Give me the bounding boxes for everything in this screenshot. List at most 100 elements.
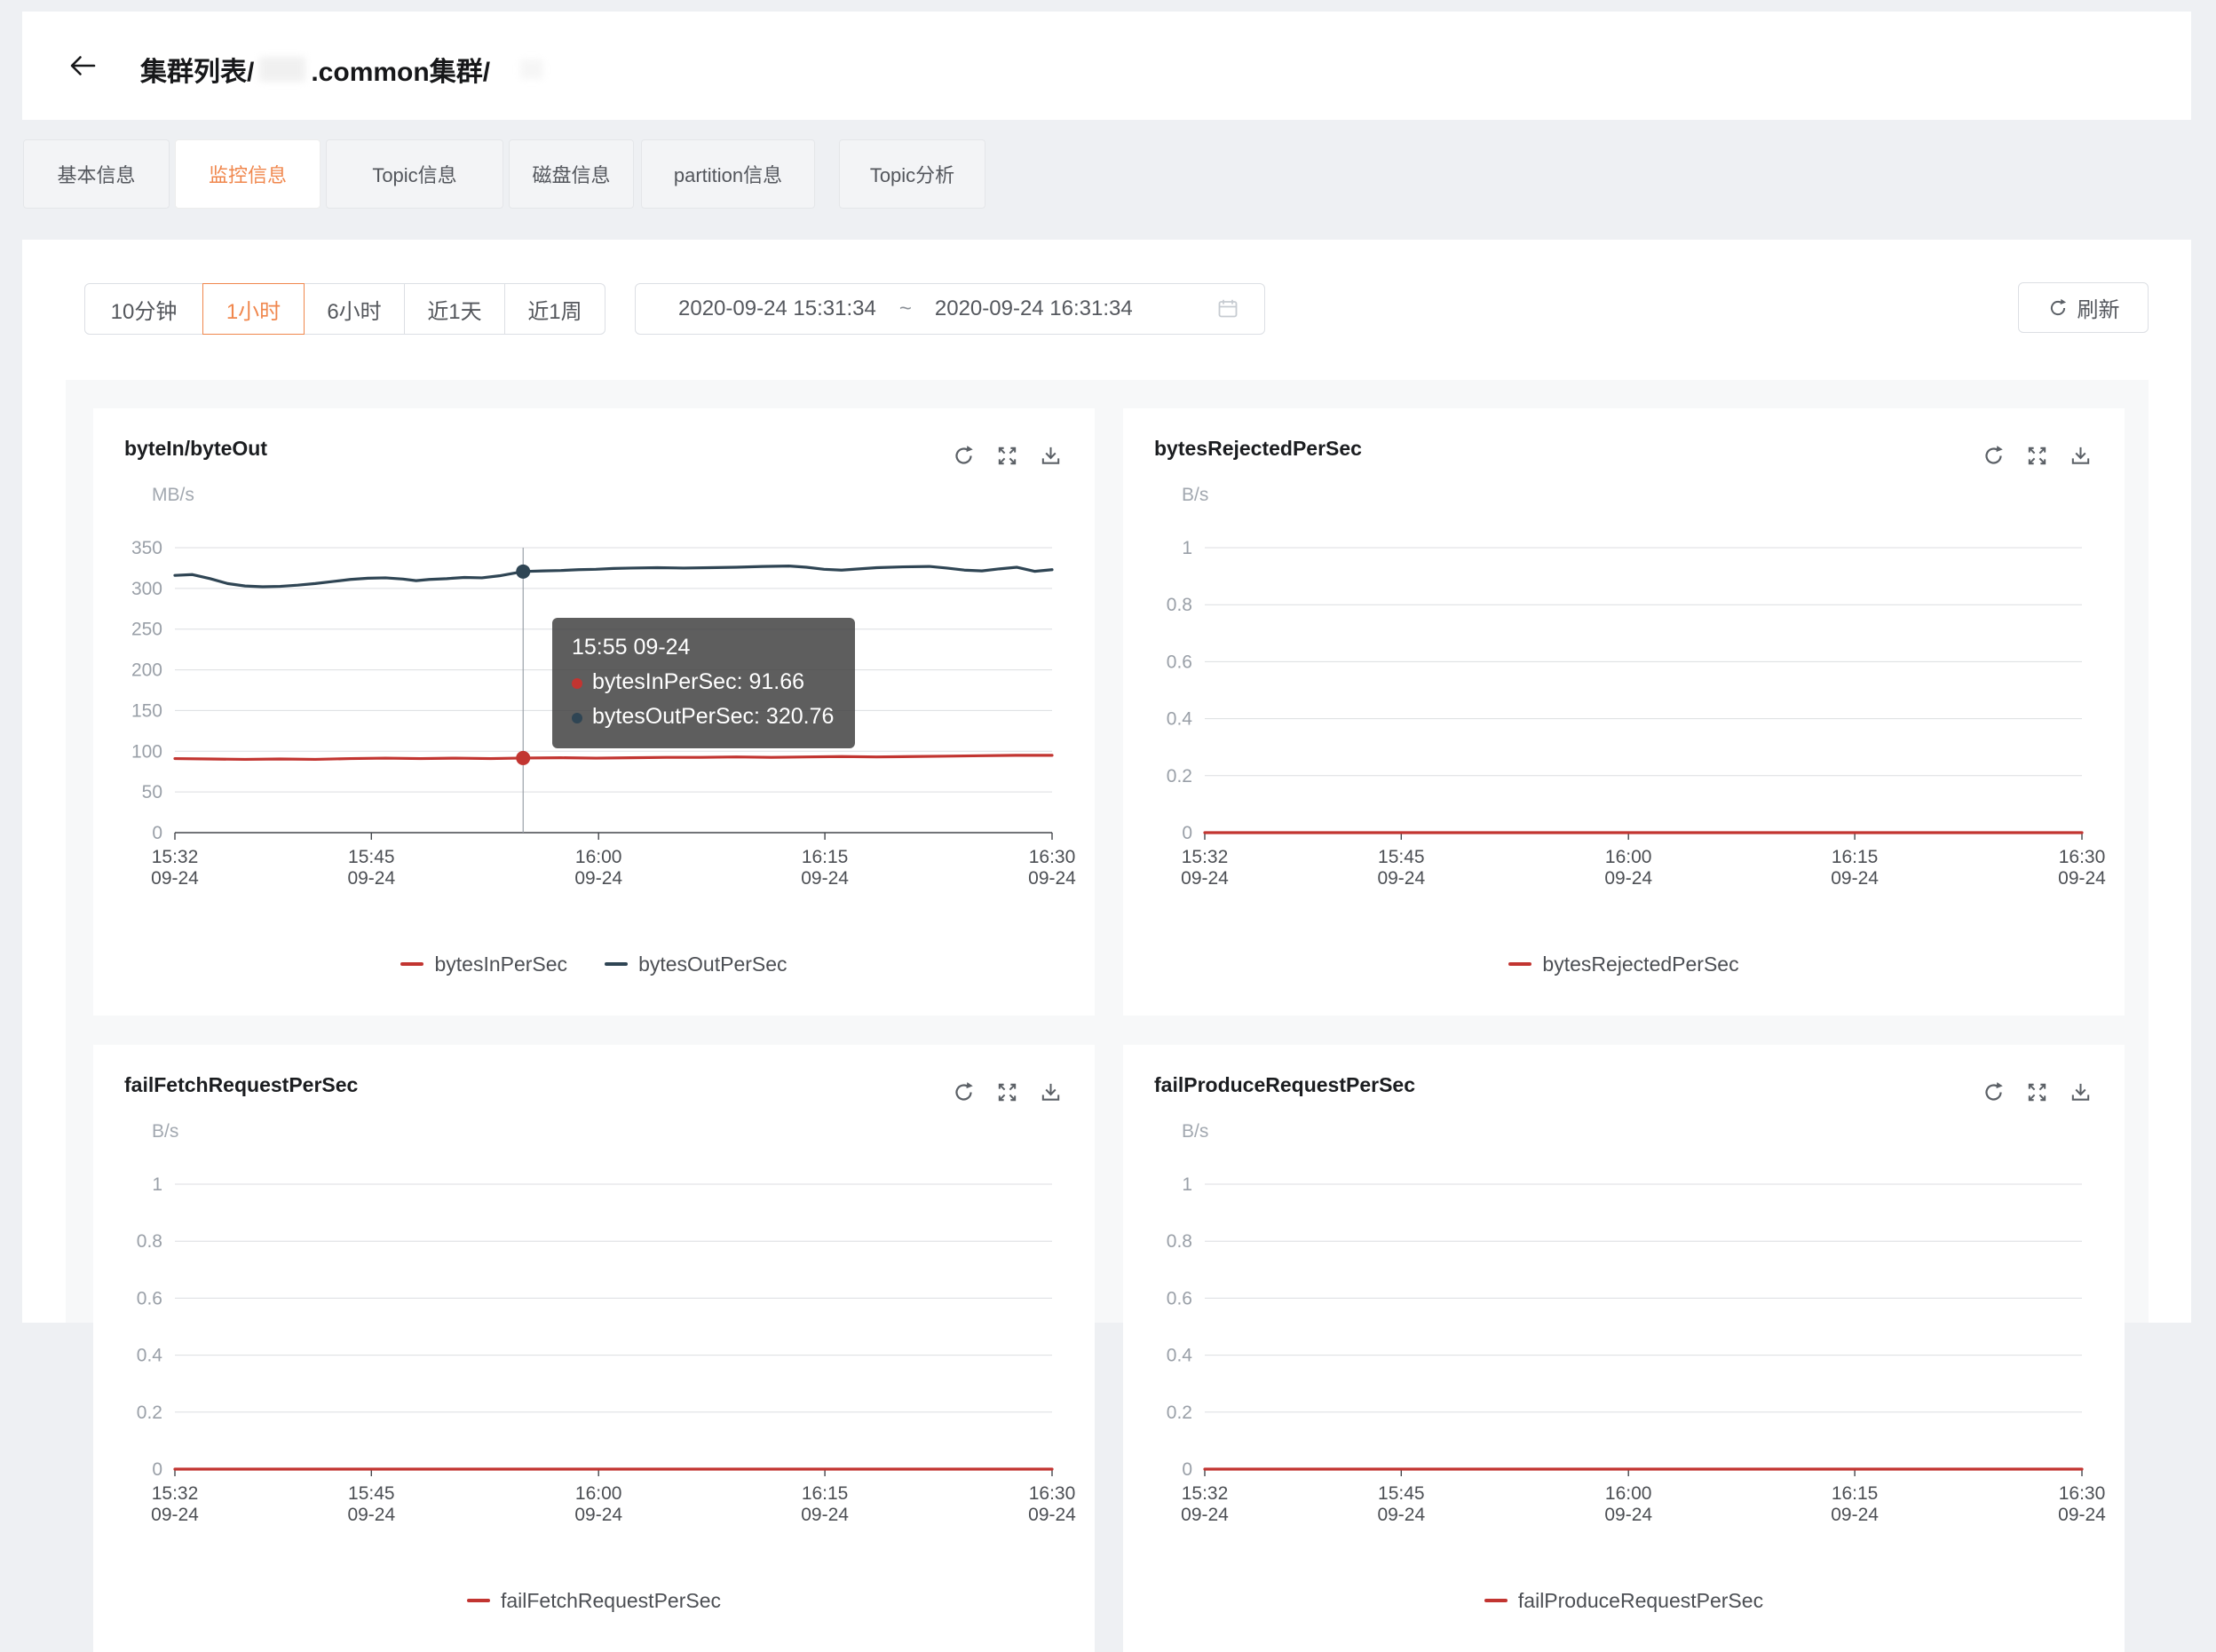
tooltip-row: bytesOutPerSec: 320.76 <box>572 700 834 734</box>
tab-Topic信息[interactable]: Topic信息 <box>326 139 503 209</box>
svg-text:09-24: 09-24 <box>801 868 849 889</box>
legend-item-bytesInPerSec[interactable]: bytesInPerSec <box>400 952 567 976</box>
time-range-button-group: 10分钟 1小时 6小时 近1天 近1周 <box>84 283 605 335</box>
svg-text:16:00: 16:00 <box>575 1483 622 1504</box>
legend-marker <box>1508 962 1532 966</box>
svg-text:1: 1 <box>1182 1174 1192 1195</box>
calendar-icon <box>1216 297 1239 320</box>
tooltip-row: bytesInPerSec: 91.66 <box>572 665 834 700</box>
series-line-bytesOutPerSec <box>173 565 1054 589</box>
svg-text:09-24: 09-24 <box>574 1505 622 1525</box>
legend-item-bytesOutPerSec[interactable]: bytesOutPerSec <box>605 952 787 976</box>
chart-download-icon[interactable] <box>2069 444 2093 468</box>
chart-card-byteIn/byteOut: byteIn/byteOut MB/s 350 300 250 200 150 100 50 0 1… <box>93 408 1095 1016</box>
svg-text:15:32: 15:32 <box>1182 1483 1229 1504</box>
chart-refresh-icon[interactable] <box>952 444 976 468</box>
range-button-近1周[interactable]: 近1周 <box>504 283 605 335</box>
svg-text:16:00: 16:00 <box>1605 847 1652 867</box>
svg-text:0.8: 0.8 <box>137 1231 162 1252</box>
svg-text:350: 350 <box>131 538 162 558</box>
range-button-1小时[interactable]: 1小时 <box>202 283 305 335</box>
svg-text:200: 200 <box>131 660 162 681</box>
tab-磁盘信息[interactable]: 磁盘信息 <box>509 139 634 209</box>
svg-text:15:45: 15:45 <box>348 847 395 867</box>
svg-text:16:30: 16:30 <box>2059 847 2106 867</box>
redacted-text <box>259 57 306 82</box>
chart-title: failFetchRequestPerSec <box>124 1073 359 1096</box>
chart-fullscreen-icon[interactable] <box>2025 1080 2049 1104</box>
svg-text:0.2: 0.2 <box>1167 766 1192 786</box>
chart-refresh-icon[interactable] <box>1982 444 2006 468</box>
chart-fullscreen-icon[interactable] <box>995 444 1019 468</box>
breadcrumb: 集群列表/ .common集群/ <box>140 51 544 87</box>
range-button-6小时[interactable]: 6小时 <box>304 283 405 335</box>
tab-基本信息[interactable]: 基本信息 <box>23 139 170 209</box>
svg-text:0.6: 0.6 <box>1167 652 1192 672</box>
chart-refresh-icon[interactable] <box>952 1080 976 1104</box>
svg-text:09-24: 09-24 <box>1831 1505 1879 1525</box>
legend-item-failProduceRequestPerSec[interactable]: failProduceRequestPerSec <box>1484 1589 1763 1613</box>
tooltip-series-text: bytesOutPerSec: 320.76 <box>592 704 835 729</box>
chart-title: byteIn/byteOut <box>124 437 268 460</box>
tab-partition信息[interactable]: partition信息 <box>641 139 815 209</box>
svg-text:09-24: 09-24 <box>2058 1505 2106 1525</box>
chart-download-icon[interactable] <box>1039 1080 1063 1104</box>
svg-text:250: 250 <box>131 620 162 640</box>
date-separator: ~ <box>898 296 912 320</box>
chart-fullscreen-icon[interactable] <box>2025 444 2049 468</box>
svg-text:15:45: 15:45 <box>1378 847 1425 867</box>
tab-监控信息[interactable]: 监控信息 <box>175 139 321 209</box>
svg-text:15:45: 15:45 <box>1378 1483 1425 1504</box>
legend-marker <box>1484 1599 1508 1602</box>
hover-point <box>516 750 531 765</box>
date-start: 2020-09-24 15:31:34 <box>678 296 876 320</box>
date-range-picker[interactable]: 2020-09-24 15:31:34 ~ 2020-09-24 16:31:3… <box>635 283 1265 335</box>
svg-text:150: 150 <box>131 700 162 721</box>
svg-text:15:45: 15:45 <box>348 1483 395 1504</box>
svg-text:1: 1 <box>1182 538 1192 558</box>
chart-legend: bytesRejectedPerSec <box>1123 946 2125 982</box>
chart-unit-label: B/s <box>1182 485 1209 505</box>
svg-text:100: 100 <box>131 741 162 762</box>
svg-text:300: 300 <box>131 579 162 599</box>
chart-refresh-icon[interactable] <box>1982 1080 2006 1104</box>
svg-text:16:30: 16:30 <box>2059 1483 2106 1504</box>
chart-download-icon[interactable] <box>1039 444 1063 468</box>
chart-card-failFetchRequestPerSec: failFetchRequestPerSec B/s 1 0.8 0.6 0.4 0.2 0 1… <box>93 1045 1095 1652</box>
legend-label: bytesOutPerSec <box>638 952 787 976</box>
tab-Topic分析[interactable]: Topic分析 <box>839 139 985 209</box>
legend-label: bytesInPerSec <box>434 952 568 976</box>
breadcrumb-cluster-list[interactable]: 集群列表/ <box>140 58 255 87</box>
svg-text:09-24: 09-24 <box>801 1505 849 1525</box>
chart-plot[interactable]: 35030025020015010050015:3209-2415:4509-2… <box>93 515 1095 932</box>
chart-toolbar <box>1982 1080 2093 1104</box>
chart-plot[interactable]: 10.80.60.40.2015:3209-2415:4509-2416:000… <box>1123 1151 2125 1569</box>
svg-text:16:30: 16:30 <box>1029 1483 1076 1504</box>
refresh-button[interactable]: 刷新 <box>2018 282 2149 333</box>
back-arrow-icon[interactable] <box>67 51 99 81</box>
chart-plot[interactable]: 10.80.60.40.2015:3209-2415:4509-2416:000… <box>1123 515 2125 932</box>
range-button-近1天[interactable]: 近1天 <box>404 283 505 335</box>
svg-text:16:30: 16:30 <box>1029 847 1076 867</box>
chart-fullscreen-icon[interactable] <box>995 1080 1019 1104</box>
legend-item-bytesRejectedPerSec[interactable]: bytesRejectedPerSec <box>1508 952 1739 976</box>
legend-item-failFetchRequestPerSec[interactable]: failFetchRequestPerSec <box>466 1589 721 1613</box>
legend-marker <box>605 962 629 966</box>
series-line-bytesInPerSec <box>173 754 1054 762</box>
svg-text:0.8: 0.8 <box>1167 1231 1192 1252</box>
chart-download-icon[interactable] <box>2069 1080 2093 1104</box>
breadcrumb-cluster-name[interactable]: .common集群/ <box>311 58 491 87</box>
svg-text:50: 50 <box>142 782 162 802</box>
legend-label: bytesRejectedPerSec <box>1542 952 1739 976</box>
svg-text:09-24: 09-24 <box>1181 868 1229 889</box>
svg-text:16:15: 16:15 <box>802 1483 849 1504</box>
svg-text:0.4: 0.4 <box>1167 1346 1193 1366</box>
chart-plot[interactable]: 10.80.60.40.2015:3209-2415:4509-2416:000… <box>93 1151 1095 1569</box>
tooltip-title: 15:55 09-24 <box>572 635 691 660</box>
refresh-icon <box>2047 297 2069 319</box>
date-end: 2020-09-24 16:31:34 <box>934 296 1133 320</box>
chart-tooltip: 15:55 09-24 bytesInPerSec: 91.66 bytesOutP… <box>552 618 856 748</box>
range-button-10分钟[interactable]: 10分钟 <box>84 283 203 335</box>
chart-unit-label: MB/s <box>152 485 194 505</box>
svg-text:09-24: 09-24 <box>1377 868 1425 889</box>
